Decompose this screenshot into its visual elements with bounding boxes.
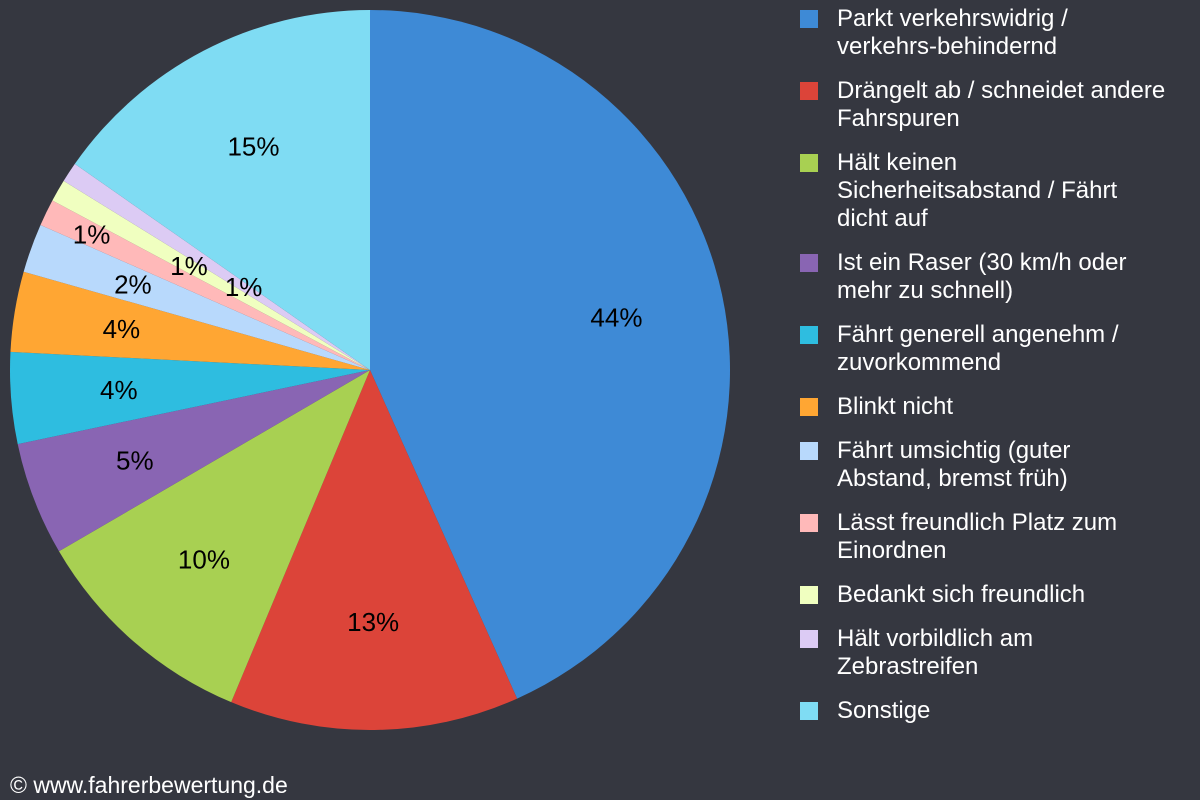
slice-label: 44% (590, 302, 642, 332)
legend-label: Ist ein Raser (30 km/h oder mehr zu schn… (837, 249, 1127, 304)
legend-item[interactable]: Blinkt nicht (800, 393, 1200, 421)
pie-slice (370, 10, 730, 699)
legend-label: Hält keinen Sicherheitsabstand / Fährt d… (837, 149, 1118, 232)
slice-label: 4% (100, 375, 138, 405)
legend-swatch (800, 630, 818, 648)
pie-slice (23, 224, 370, 370)
legend-swatch (800, 82, 818, 100)
legend-swatch (800, 514, 818, 532)
pie-slice (17, 370, 370, 552)
legend-label: Hält vorbildlich am Zebrastreifen (837, 625, 1034, 680)
legend-item[interactable]: Ist ein Raser (30 km/h oder mehr zu schn… (800, 249, 1200, 305)
legend-label: Parkt verkehrswidrig / verkehrs-behinder… (837, 5, 1068, 60)
legend-item[interactable]: Hält keinen Sicherheitsabstand / Fährt d… (800, 149, 1200, 233)
legend-item[interactable]: Bedankt sich freundlich (800, 581, 1200, 609)
pie-slice (10, 271, 371, 370)
pie-slice (74, 10, 371, 370)
legend-swatch (800, 10, 818, 28)
legend-item[interactable]: Drängelt ab / schneidet andere Fahrspure… (800, 77, 1200, 133)
slice-label: 1% (170, 251, 208, 281)
legend-swatch (800, 442, 818, 460)
legend-item[interactable]: Fährt umsichtig (guter Abstand, bremst f… (800, 437, 1200, 493)
pie-slice (40, 200, 370, 370)
legend-swatch (800, 702, 818, 720)
slice-label: 2% (114, 270, 152, 300)
legend-item[interactable]: Parkt verkehrswidrig / verkehrs-behinder… (800, 5, 1200, 61)
legend-swatch (800, 586, 818, 604)
legend-item[interactable]: Fährt generell angenehm / zuvorkommend (800, 321, 1200, 377)
legend-swatch (800, 398, 818, 416)
copyright-footer: © www.fahrerbewertung.de (10, 772, 288, 798)
legend-label: Sonstige (837, 697, 931, 724)
slice-label: 1% (73, 220, 111, 250)
legend-swatch (800, 326, 818, 344)
legend-item[interactable]: Sonstige (800, 697, 1200, 725)
legend-label: Bedankt sich freundlich (837, 581, 1086, 608)
pie-slice (52, 180, 371, 370)
slice-label: 4% (103, 314, 141, 344)
slice-label: 10% (178, 545, 230, 575)
legend-swatch (800, 254, 818, 272)
legend-label: Lässt freundlich Platz zum Einordnen (837, 509, 1118, 564)
legend: Parkt verkehrswidrig / verkehrs-behinder… (800, 5, 1200, 741)
legend-item[interactable]: Hält vorbildlich am Zebrastreifen (800, 625, 1200, 681)
pie-slice (58, 370, 370, 703)
pie-slice (231, 370, 518, 730)
pie-slice (63, 163, 370, 370)
legend-label: Fährt umsichtig (guter Abstand, bremst f… (837, 437, 1071, 492)
slice-label: 15% (227, 132, 279, 162)
legend-label: Fährt generell angenehm / zuvorkommend (837, 321, 1119, 376)
legend-item[interactable]: Lässt freundlich Platz zum Einordnen (800, 509, 1200, 565)
slice-label: 5% (116, 446, 154, 476)
legend-label: Blinkt nicht (837, 393, 954, 420)
legend-label: Drängelt ab / schneidet andere Fahrspure… (837, 77, 1166, 132)
legend-swatch (800, 154, 818, 172)
slice-label: 1% (225, 272, 263, 302)
pie-slice (9, 351, 370, 445)
slice-label: 13% (347, 607, 399, 637)
pie-chart: 44%13%10%5%4%4%2%1%1%1%15% (9, 10, 730, 730)
